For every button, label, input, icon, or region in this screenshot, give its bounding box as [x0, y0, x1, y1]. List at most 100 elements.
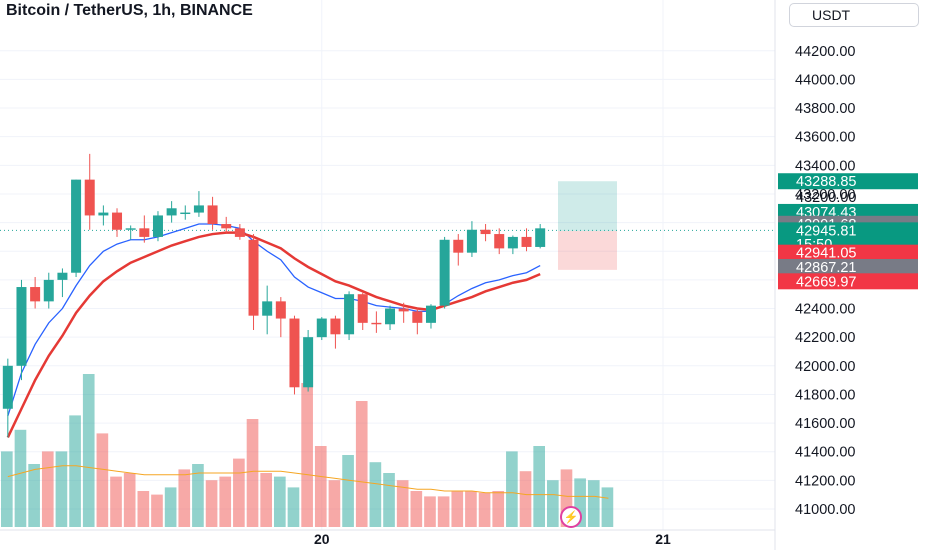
candle-body [398, 308, 409, 312]
price-label-bg [778, 173, 918, 190]
y-tick-label: 41000.00 [795, 502, 855, 518]
volume-bar [28, 464, 40, 527]
y-tick-label: 43800.00 [795, 101, 855, 117]
volume-bar [492, 491, 505, 527]
y-tick-label: 44000.00 [795, 72, 855, 88]
volume-bar [547, 480, 559, 527]
candle [412, 308, 423, 335]
candle [180, 205, 191, 220]
candle-body [439, 239, 450, 306]
price-label: 43288.85 [778, 173, 918, 190]
candle-body [507, 236, 518, 249]
volume-bar [506, 451, 518, 527]
candle-body [494, 234, 505, 249]
candle-body [289, 318, 300, 388]
volume-bar [123, 473, 136, 527]
candle-body [166, 208, 177, 216]
volume-bar [478, 492, 491, 527]
candle [207, 196, 218, 230]
candle [521, 228, 532, 252]
candle [262, 285, 273, 335]
candle-body [43, 279, 54, 302]
candle-body [357, 294, 368, 323]
y-tick-label: 41200.00 [795, 473, 855, 489]
currency-button[interactable]: USDT [789, 3, 919, 27]
price-label-bg [778, 258, 918, 275]
candle-body [193, 205, 204, 213]
candle [480, 224, 491, 242]
candle [139, 215, 150, 243]
candle [112, 208, 123, 237]
volume-bar [342, 455, 354, 527]
y-tick-label: 43600.00 [795, 130, 855, 146]
volume-bar [137, 491, 150, 527]
candle-body [139, 228, 150, 237]
volume-bar [369, 462, 382, 527]
price-label-text: 42945.81 [796, 223, 856, 239]
candle-body [275, 301, 286, 319]
candle [2, 358, 13, 438]
y-tick-label: 41800.00 [795, 387, 855, 403]
volume-bar [110, 476, 122, 527]
price-label-text: 42941.05 [796, 246, 856, 262]
volume-bar [396, 480, 409, 527]
volume-bar [69, 415, 81, 527]
candle-body [248, 239, 259, 316]
y-tick-label: 41600.00 [795, 416, 855, 432]
candle-body [221, 224, 232, 229]
candle [494, 228, 505, 255]
price-label-text: 42669.97 [796, 274, 856, 290]
candle-body [112, 212, 123, 230]
volume-bar [82, 374, 95, 527]
candle-body [71, 179, 82, 273]
y-tick-label: 42400.00 [795, 302, 855, 318]
candle [193, 191, 204, 217]
candle-body [425, 305, 436, 323]
candle [71, 179, 82, 278]
volume-bar [41, 451, 54, 527]
candle [152, 211, 163, 242]
candle [234, 224, 245, 240]
volume-bar [587, 480, 600, 527]
volume-bar [314, 446, 327, 527]
x-tick-label: 21 [655, 531, 671, 547]
volume-bar [96, 433, 109, 527]
candle [453, 234, 464, 266]
candle [275, 297, 286, 338]
volume-bar [14, 429, 27, 527]
y-tick-label: 42200.00 [795, 330, 855, 346]
candle [57, 268, 68, 298]
candle-body [180, 212, 191, 215]
candle-body [412, 311, 423, 323]
price-label-bg [778, 222, 918, 239]
volume-bar [355, 401, 368, 527]
candle-body [84, 179, 95, 216]
lightning-icon[interactable]: ⚡ [560, 506, 582, 528]
candle-body [344, 294, 355, 335]
candle-body [371, 322, 382, 325]
candle-body [125, 228, 136, 230]
volume-bar [55, 451, 68, 527]
candle [30, 277, 41, 309]
candle [303, 330, 314, 392]
y-tick-label: 43400.00 [795, 158, 855, 174]
volume-bar [164, 487, 177, 527]
volume-bar [1, 451, 13, 527]
y-tick-label: 44200.00 [795, 44, 855, 60]
candle-body [234, 228, 245, 237]
candle [466, 221, 477, 257]
candle [125, 225, 136, 240]
price-label: 42669.97 [778, 273, 918, 290]
candle-body [152, 215, 163, 237]
volume-bar [601, 487, 614, 527]
volume-bar [151, 494, 163, 527]
candle [84, 153, 95, 230]
candle [371, 311, 382, 333]
candle-body [330, 318, 341, 335]
candle [507, 235, 518, 255]
candle-body [30, 287, 41, 302]
volume-bar [451, 491, 464, 527]
candle-body [303, 337, 314, 388]
candle [248, 234, 259, 330]
